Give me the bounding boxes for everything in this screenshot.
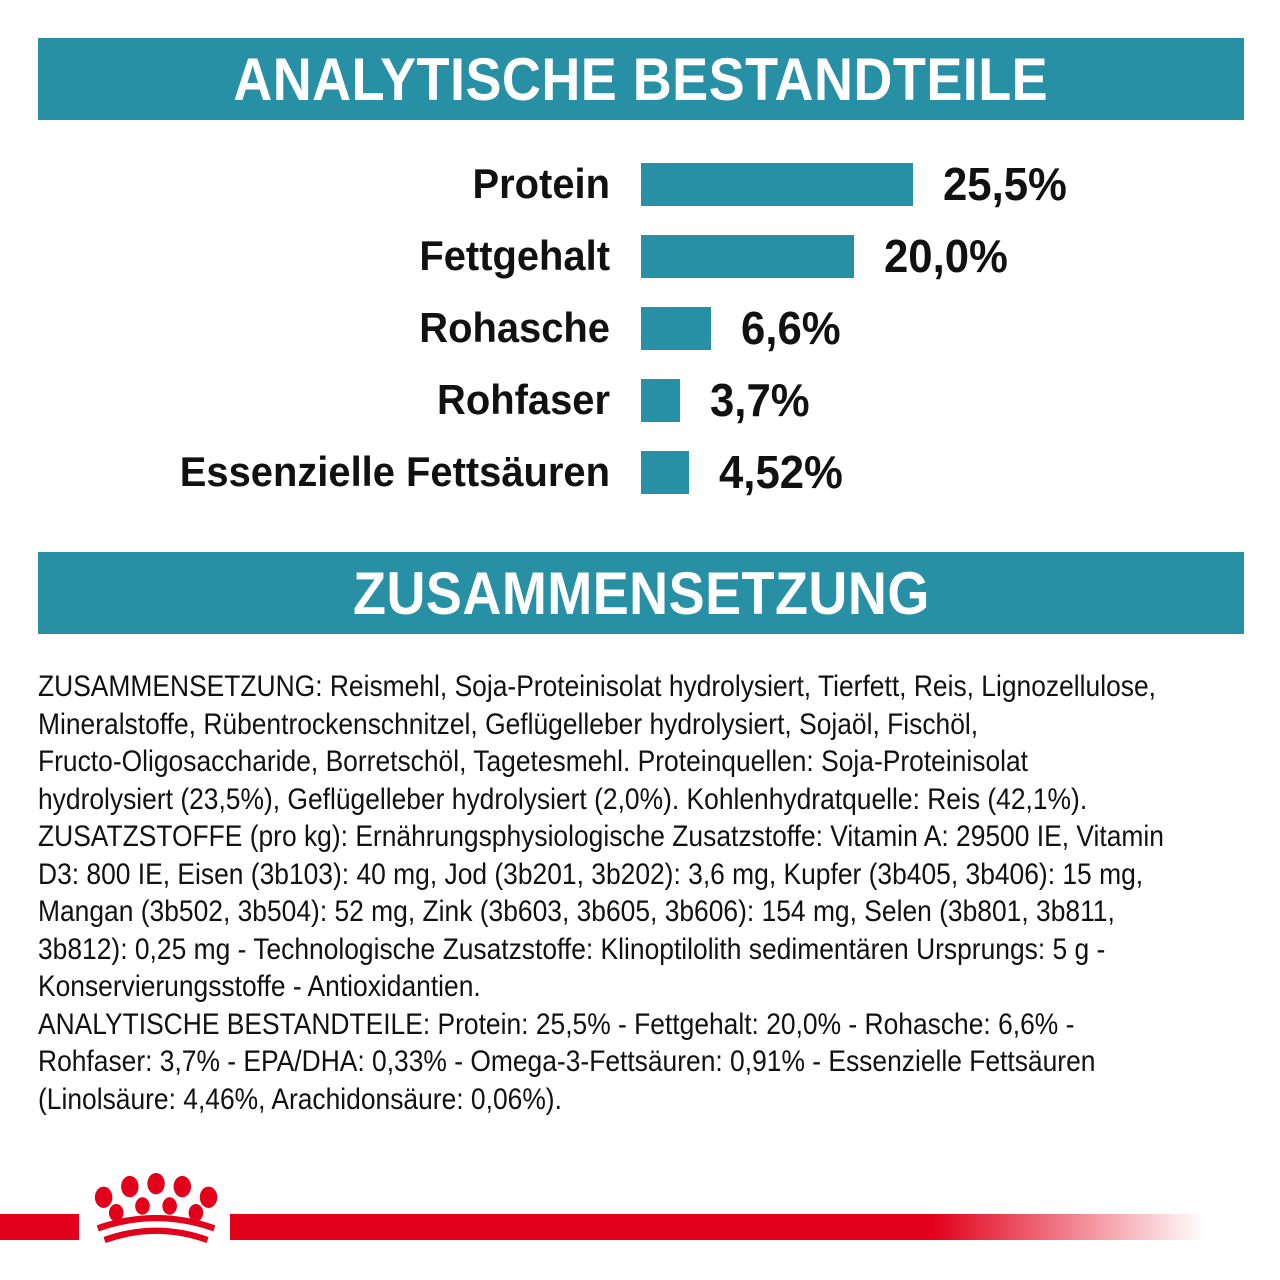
composition-section-title: ZUSAMMENSETZUNG [352,559,930,627]
bar [641,378,680,422]
text-line: (Linolsäure: 4,46%, Arachidonsäure: 0,06… [38,1082,562,1116]
composition-text: ZUSAMMENSETZUNG: Reismehl, Soja-Proteini… [38,668,1248,1118]
bar-value: 25,5% [943,158,1067,210]
footer-stripe-right [230,1214,1205,1240]
chart-row: Rohfaser 3,7% [0,364,1280,436]
bar-value: 3,7% [710,374,810,426]
chart-row: Protein 25,5% [0,148,1280,220]
bar-label: Essenzielle Fettsäuren [179,448,611,495]
text-line: ZUSAMMENSETZUNG: Reismehl, Soja-Proteini… [38,670,1156,703]
analytical-bar-chart: Protein 25,5% Fettgehalt 20,0% Rohasche … [0,148,1280,508]
bar-label: Fettgehalt [419,232,610,279]
bar-label: Rohfaser [437,376,610,423]
text-line: ANALYTISCHE BESTANDTEILE: Protein: 25,5%… [38,1007,1075,1041]
text-line: ZUSATZSTOFFE (pro kg): Ernährungsphysiol… [38,820,1164,853]
composition-section-header: ZUSAMMENSETZUNG [38,552,1244,634]
text-line: Konservierungsstoffe - Antioxidantien. [38,970,481,1003]
text-line: 3b812): 0,25 mg - Technologische Zusatzs… [38,932,1106,966]
text-line: Fructo-Oligosaccharide, Borretschöl, Tag… [38,745,1029,778]
royal-canin-crown-icon [94,1172,218,1243]
text-line: D3: 800 IE, Eisen (3b103): 40 mg, Jod (3… [38,857,1144,891]
chart-row: Essenzielle Fettsäuren 4,52% [0,436,1280,508]
footer-stripe-left [0,1214,79,1240]
bar [641,306,711,350]
analytical-section-title: ANALYTISCHE BESTANDTEILE [233,45,1049,113]
bar-value: 20,0% [884,230,1008,282]
bar [641,162,913,206]
text-line: Rohfaser: 3,7% - EPA/DHA: 0,33% - Omega-… [38,1045,1096,1078]
text-line: Mineralstoffe, Rübentrockenschnitzel, Ge… [38,707,979,741]
chart-row: Fettgehalt 20,0% [0,220,1280,292]
text-line: Mangan (3b502, 3b504): 52 mg, Zink (3b60… [38,895,1115,928]
bar-label: Protein [472,160,610,207]
bar-label: Rohasche [419,304,610,351]
bar-value: 4,52% [719,446,843,498]
chart-row: Rohasche 6,6% [0,292,1280,364]
bar-value: 6,6% [741,302,841,354]
bar [641,234,854,278]
text-line: hydrolysiert (23,5%), Geflügelleber hydr… [38,782,1088,816]
bar [641,450,689,494]
analytical-section-header: ANALYTISCHE BESTANDTEILE [38,38,1244,120]
